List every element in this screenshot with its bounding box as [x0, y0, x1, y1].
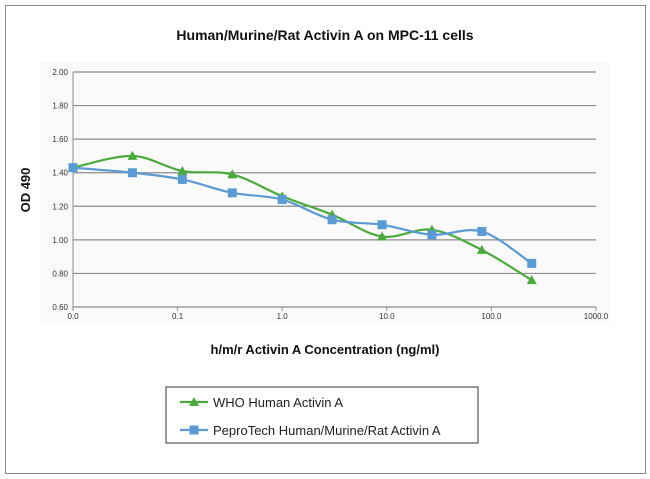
triangle-marker — [189, 397, 199, 406]
x-axis-label: h/m/r Activin A Concentration (ng/ml) — [211, 342, 440, 357]
x-tick-label: 1000.0 — [584, 312, 609, 321]
legend-label: PeproTech Human/Murine/Rat Activin A — [213, 423, 441, 438]
square-marker — [68, 163, 78, 173]
square-marker — [177, 174, 187, 184]
square-marker — [377, 220, 387, 230]
x-tick-label: 10.0 — [379, 312, 395, 321]
triangle-marker — [227, 169, 238, 179]
y-axis-label: OD 490 — [18, 168, 33, 213]
triangle-marker — [526, 275, 537, 285]
triangle-marker — [476, 244, 487, 254]
chart-title: Human/Murine/Rat Activin A on MPC-11 cel… — [176, 27, 473, 43]
triangle-marker — [377, 231, 388, 241]
y-tick-label: 0.80 — [52, 269, 68, 278]
legend-box — [165, 386, 479, 444]
triangle-marker — [177, 166, 188, 176]
y-tick-label: 2.00 — [52, 68, 68, 77]
triangle-marker — [127, 150, 138, 160]
y-tick-label: 1.00 — [52, 236, 68, 245]
y-tick-label: 1.80 — [52, 102, 68, 111]
y-tick-label: 1.20 — [52, 202, 68, 211]
plot-background — [40, 62, 610, 324]
square-marker — [427, 230, 437, 240]
x-tick-label: 100.0 — [481, 312, 502, 321]
square-marker — [527, 258, 537, 268]
series-line-2 — [72, 166, 533, 265]
square-marker — [477, 226, 487, 236]
square-marker — [227, 188, 237, 198]
x-tick-label: 0.0 — [67, 312, 79, 321]
square-marker — [189, 425, 199, 435]
legend-label: WHO Human Activin A — [213, 395, 343, 410]
y-tick-label: 1.40 — [52, 169, 68, 178]
y-tick-label: 0.60 — [52, 303, 68, 312]
y-tick-label: 1.60 — [52, 135, 68, 144]
x-tick-label: 0.1 — [172, 312, 184, 321]
square-marker — [277, 195, 287, 205]
series-line-1 — [72, 154, 533, 282]
square-marker — [127, 168, 137, 178]
x-tick-label: 1.0 — [277, 312, 289, 321]
square-marker — [327, 215, 337, 225]
